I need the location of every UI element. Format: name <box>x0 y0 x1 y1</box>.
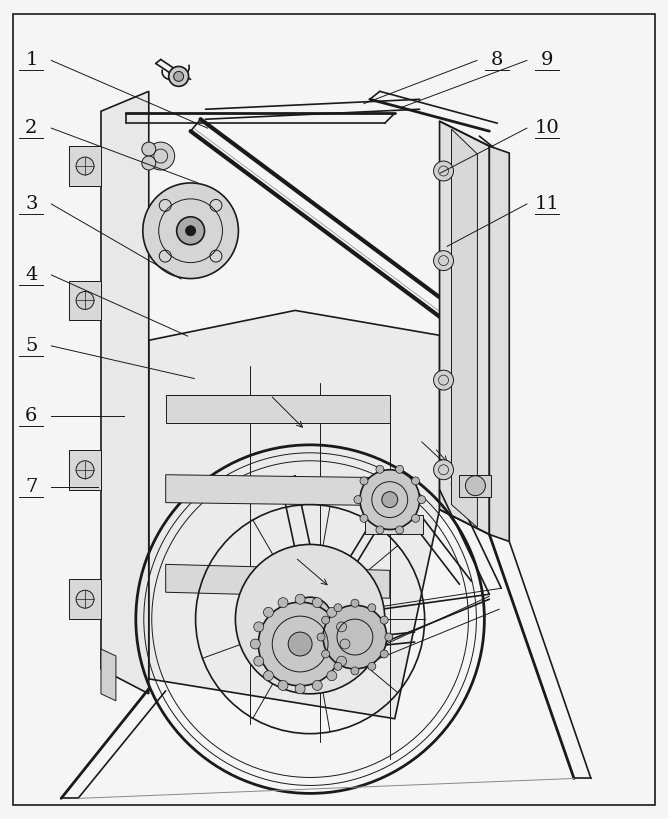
Circle shape <box>337 656 347 666</box>
Polygon shape <box>166 395 389 423</box>
Circle shape <box>466 476 486 495</box>
Circle shape <box>376 526 384 534</box>
Circle shape <box>351 600 359 607</box>
Circle shape <box>351 667 359 675</box>
Circle shape <box>254 656 264 666</box>
Bar <box>370 505 409 530</box>
Text: 11: 11 <box>534 195 559 213</box>
Polygon shape <box>69 579 101 619</box>
Circle shape <box>380 616 388 624</box>
Circle shape <box>368 604 376 612</box>
Circle shape <box>254 622 264 631</box>
Circle shape <box>250 639 261 649</box>
Bar <box>365 514 423 535</box>
Circle shape <box>76 461 94 479</box>
Circle shape <box>411 477 420 485</box>
Polygon shape <box>69 281 101 320</box>
Circle shape <box>142 156 156 170</box>
Circle shape <box>411 514 420 523</box>
Circle shape <box>360 477 368 485</box>
Text: 6: 6 <box>25 407 37 425</box>
Circle shape <box>169 66 188 86</box>
Circle shape <box>395 465 403 473</box>
Circle shape <box>360 514 368 523</box>
Circle shape <box>263 671 273 681</box>
Circle shape <box>76 590 94 609</box>
Polygon shape <box>69 146 101 186</box>
Circle shape <box>295 595 305 604</box>
Circle shape <box>323 605 387 669</box>
Circle shape <box>395 526 403 534</box>
Polygon shape <box>440 121 490 535</box>
Circle shape <box>337 622 347 631</box>
Circle shape <box>147 143 174 170</box>
Polygon shape <box>101 92 149 694</box>
Circle shape <box>334 663 342 671</box>
Circle shape <box>380 650 388 658</box>
Circle shape <box>76 157 94 175</box>
Circle shape <box>278 681 288 690</box>
Circle shape <box>313 681 322 690</box>
Text: 3: 3 <box>25 195 37 213</box>
Circle shape <box>434 459 454 480</box>
Circle shape <box>340 639 350 649</box>
Circle shape <box>321 650 329 658</box>
Circle shape <box>382 491 397 508</box>
Circle shape <box>278 598 288 608</box>
Polygon shape <box>149 310 440 719</box>
Polygon shape <box>69 450 101 490</box>
Bar <box>460 475 492 496</box>
Text: 7: 7 <box>25 478 37 496</box>
Circle shape <box>418 495 426 504</box>
Circle shape <box>142 143 156 156</box>
Text: 9: 9 <box>540 52 553 70</box>
Text: 5: 5 <box>25 337 37 355</box>
Polygon shape <box>166 564 389 598</box>
Circle shape <box>368 663 376 671</box>
Circle shape <box>288 632 312 656</box>
Circle shape <box>327 608 337 618</box>
Circle shape <box>76 292 94 310</box>
Circle shape <box>263 608 273 618</box>
Polygon shape <box>166 475 389 505</box>
Circle shape <box>317 633 325 641</box>
Circle shape <box>434 161 454 181</box>
Circle shape <box>376 465 384 473</box>
Text: 1: 1 <box>25 52 37 70</box>
Circle shape <box>143 183 238 278</box>
Text: 4: 4 <box>25 266 37 284</box>
Circle shape <box>385 633 393 641</box>
Circle shape <box>360 470 420 530</box>
Circle shape <box>321 616 329 624</box>
Polygon shape <box>101 649 116 701</box>
Text: 8: 8 <box>491 52 503 70</box>
Text: 10: 10 <box>534 119 559 137</box>
Polygon shape <box>452 129 478 527</box>
Circle shape <box>174 71 184 81</box>
Circle shape <box>354 495 362 504</box>
Polygon shape <box>490 146 509 541</box>
Circle shape <box>176 217 204 245</box>
Circle shape <box>186 226 196 236</box>
Circle shape <box>334 604 342 612</box>
Circle shape <box>300 609 320 629</box>
Circle shape <box>259 602 342 686</box>
Circle shape <box>295 684 305 694</box>
Circle shape <box>288 597 332 641</box>
Circle shape <box>235 545 385 694</box>
Circle shape <box>313 598 322 608</box>
Text: 2: 2 <box>25 119 37 137</box>
Circle shape <box>327 671 337 681</box>
Circle shape <box>434 251 454 270</box>
Circle shape <box>434 370 454 390</box>
